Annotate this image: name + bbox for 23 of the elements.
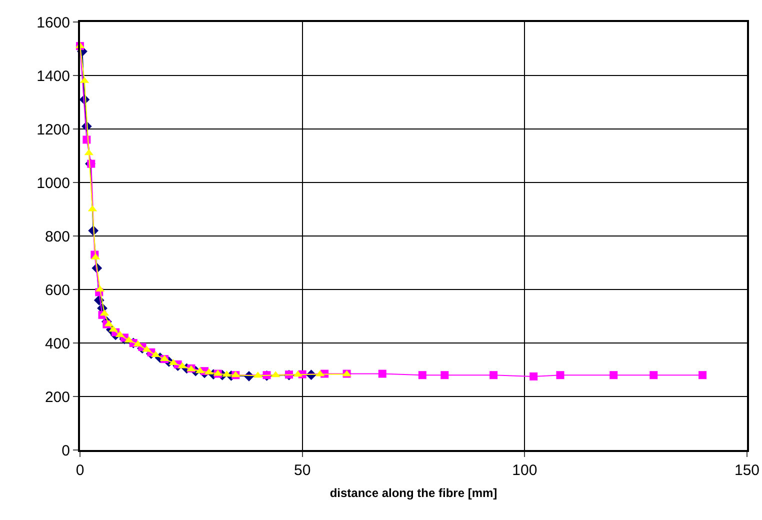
y-tick-label: 1600 <box>36 14 70 32</box>
y-tick-label: 1000 <box>36 174 70 192</box>
point <box>440 371 449 380</box>
point <box>556 371 564 380</box>
point <box>698 371 707 380</box>
y-tick-label: 1200 <box>36 121 70 138</box>
point <box>418 371 426 380</box>
point <box>650 371 658 380</box>
y-tick-label: 600 <box>44 282 70 299</box>
x-tick-label: 100 <box>512 462 538 479</box>
x-tick-label: 150 <box>734 462 760 479</box>
x-axis-title: distance along the fibre [mm] <box>330 486 498 500</box>
y-tick-label: 1400 <box>36 68 70 85</box>
y-tick-label: 200 <box>44 388 70 406</box>
y-tick-label: 0 <box>62 442 70 460</box>
x-tick-label: 0 <box>76 462 84 479</box>
point <box>610 371 618 380</box>
y-tick-label: 800 <box>44 228 70 246</box>
point <box>530 372 538 380</box>
point <box>490 371 498 380</box>
x-tick-label: 50 <box>294 462 311 479</box>
point <box>378 370 386 378</box>
y-tick-label: 400 <box>44 335 70 352</box>
